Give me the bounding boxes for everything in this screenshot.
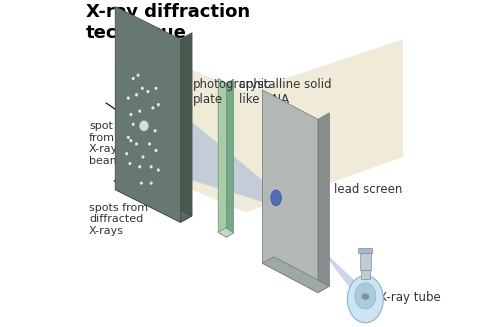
Ellipse shape	[150, 181, 153, 185]
Ellipse shape	[129, 113, 132, 116]
Ellipse shape	[137, 74, 140, 77]
Ellipse shape	[147, 90, 150, 93]
Ellipse shape	[142, 155, 145, 159]
Text: spots from
diffracted
X-rays: spots from diffracted X-rays	[89, 203, 148, 236]
Ellipse shape	[355, 283, 376, 309]
Ellipse shape	[138, 165, 141, 168]
Text: photographic
plate: photographic plate	[193, 78, 272, 107]
Polygon shape	[115, 59, 276, 206]
Ellipse shape	[157, 103, 160, 106]
Text: spot
from
X-ray
beam: spot from X-ray beam	[89, 121, 121, 166]
Ellipse shape	[152, 106, 154, 110]
Text: X-ray diffraction
technique: X-ray diffraction technique	[86, 3, 250, 42]
Ellipse shape	[145, 123, 148, 126]
Text: X-ray tube: X-ray tube	[379, 291, 441, 304]
Polygon shape	[226, 79, 234, 237]
Ellipse shape	[125, 152, 128, 155]
Text: crystalline solid
like DNA: crystalline solid like DNA	[239, 78, 332, 107]
Polygon shape	[276, 191, 357, 298]
Text: lead screen: lead screen	[334, 183, 402, 196]
Polygon shape	[361, 270, 369, 279]
Ellipse shape	[132, 77, 135, 80]
Ellipse shape	[135, 93, 138, 96]
Polygon shape	[115, 7, 181, 222]
Ellipse shape	[362, 294, 369, 300]
Polygon shape	[360, 253, 371, 270]
Ellipse shape	[128, 162, 131, 165]
Polygon shape	[359, 248, 372, 253]
Ellipse shape	[154, 149, 157, 152]
Ellipse shape	[148, 142, 151, 146]
Polygon shape	[318, 113, 329, 293]
Ellipse shape	[135, 142, 138, 146]
Ellipse shape	[154, 129, 156, 132]
Ellipse shape	[139, 121, 149, 131]
Ellipse shape	[154, 87, 157, 90]
Ellipse shape	[157, 168, 160, 172]
Ellipse shape	[271, 190, 281, 206]
Polygon shape	[218, 228, 234, 237]
Polygon shape	[262, 257, 329, 293]
Ellipse shape	[150, 165, 153, 168]
Polygon shape	[218, 78, 226, 237]
Ellipse shape	[347, 276, 383, 323]
Ellipse shape	[127, 136, 130, 139]
Polygon shape	[181, 33, 192, 222]
Polygon shape	[115, 39, 403, 213]
Ellipse shape	[138, 110, 141, 113]
Ellipse shape	[132, 123, 135, 126]
Ellipse shape	[129, 139, 132, 142]
Polygon shape	[262, 90, 318, 293]
Ellipse shape	[140, 181, 143, 185]
Ellipse shape	[141, 87, 144, 90]
Ellipse shape	[127, 96, 130, 100]
Polygon shape	[115, 183, 192, 222]
